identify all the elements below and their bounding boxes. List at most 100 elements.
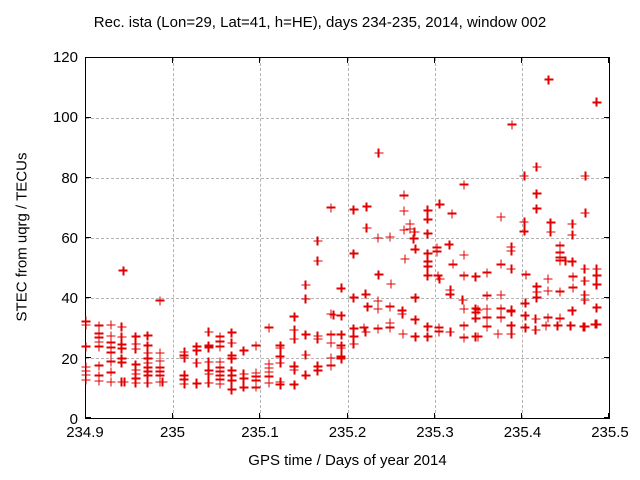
data-point bbox=[158, 377, 168, 387]
y-axis-tick bbox=[604, 237, 609, 238]
data-point bbox=[106, 377, 116, 387]
data-point bbox=[239, 374, 249, 384]
data-point bbox=[566, 321, 576, 331]
data-point bbox=[204, 378, 214, 388]
data-point bbox=[313, 366, 323, 376]
data-point bbox=[275, 358, 285, 368]
data-point bbox=[555, 256, 565, 265]
grid-line-y bbox=[86, 238, 609, 239]
data-point bbox=[349, 205, 359, 214]
data-point bbox=[496, 290, 506, 300]
y-tick-label: 20 bbox=[61, 350, 78, 368]
y-axis-tick bbox=[604, 296, 609, 298]
data-point bbox=[448, 259, 458, 269]
data-point bbox=[521, 270, 531, 280]
data-point bbox=[373, 296, 383, 306]
data-point bbox=[385, 232, 395, 242]
data-point bbox=[106, 357, 116, 367]
data-point bbox=[94, 321, 104, 331]
data-point bbox=[459, 321, 469, 331]
data-point bbox=[239, 382, 249, 392]
data-point bbox=[506, 307, 516, 317]
data-point bbox=[520, 311, 530, 321]
data-point bbox=[143, 370, 153, 380]
y-axis-tick bbox=[86, 237, 91, 238]
data-point bbox=[119, 377, 129, 387]
data-point bbox=[131, 339, 141, 349]
data-point bbox=[326, 309, 336, 319]
x-tick-label: 235.1 bbox=[241, 424, 279, 441]
data-point bbox=[546, 227, 556, 237]
data-point bbox=[131, 360, 141, 370]
data-point bbox=[289, 334, 299, 344]
data-point bbox=[459, 304, 469, 314]
data-point bbox=[117, 322, 127, 332]
data-point bbox=[567, 306, 577, 316]
data-point bbox=[423, 322, 433, 331]
data-point bbox=[410, 315, 420, 325]
y-axis-tick bbox=[604, 176, 609, 178]
data-point bbox=[493, 329, 503, 339]
x-axis-tick bbox=[172, 58, 174, 63]
data-point bbox=[143, 341, 153, 351]
data-point bbox=[329, 310, 339, 320]
data-point bbox=[227, 338, 237, 348]
data-point bbox=[459, 333, 469, 343]
plot-area bbox=[81, 57, 610, 419]
data-point bbox=[94, 342, 104, 352]
data-point bbox=[423, 229, 433, 238]
data-point bbox=[435, 274, 445, 284]
y-tick-label: 80 bbox=[61, 169, 78, 187]
data-point bbox=[532, 162, 542, 172]
data-point bbox=[239, 346, 249, 356]
data-point bbox=[385, 323, 395, 333]
grid-line-y bbox=[86, 178, 609, 179]
data-point bbox=[496, 212, 506, 222]
data-point bbox=[567, 257, 577, 267]
x-axis-tick bbox=[608, 58, 609, 63]
data-point bbox=[155, 348, 165, 358]
y-axis-tick bbox=[604, 417, 609, 418]
grid-line-y bbox=[86, 118, 609, 119]
data-point bbox=[592, 271, 602, 281]
data-point bbox=[531, 314, 541, 324]
data-point bbox=[519, 171, 529, 181]
data-point bbox=[106, 338, 116, 348]
y-axis-tick bbox=[86, 116, 91, 118]
data-point bbox=[496, 259, 506, 269]
data-point bbox=[349, 249, 359, 259]
data-point bbox=[349, 339, 359, 349]
data-point bbox=[227, 376, 237, 386]
data-point bbox=[555, 313, 565, 323]
y-axis-tick bbox=[604, 57, 609, 58]
data-point bbox=[264, 323, 274, 333]
data-point bbox=[326, 330, 336, 340]
data-point bbox=[143, 331, 153, 340]
data-point bbox=[106, 320, 116, 330]
data-point bbox=[94, 361, 104, 371]
y-axis-tick bbox=[86, 57, 91, 58]
data-point bbox=[81, 375, 91, 385]
data-point bbox=[349, 293, 359, 303]
data-point bbox=[81, 370, 91, 380]
data-point bbox=[496, 313, 506, 323]
data-point bbox=[251, 382, 261, 392]
x-axis-label: GPS time / Days of year 2014 bbox=[248, 452, 447, 469]
data-point bbox=[409, 234, 419, 244]
x-tick-label: 234.9 bbox=[66, 424, 104, 441]
data-point bbox=[313, 236, 323, 246]
data-point bbox=[361, 327, 371, 337]
x-axis-tick bbox=[259, 58, 261, 63]
data-point bbox=[473, 332, 483, 342]
x-axis-tick bbox=[346, 413, 348, 418]
data-point bbox=[592, 264, 602, 274]
data-point bbox=[435, 199, 445, 209]
x-tick-label: 235.2 bbox=[328, 424, 367, 441]
data-point bbox=[580, 295, 590, 305]
data-point bbox=[399, 225, 409, 235]
data-point bbox=[106, 348, 116, 358]
data-point bbox=[560, 256, 570, 266]
data-point bbox=[215, 332, 225, 342]
data-point bbox=[592, 319, 602, 329]
data-point bbox=[359, 323, 369, 333]
